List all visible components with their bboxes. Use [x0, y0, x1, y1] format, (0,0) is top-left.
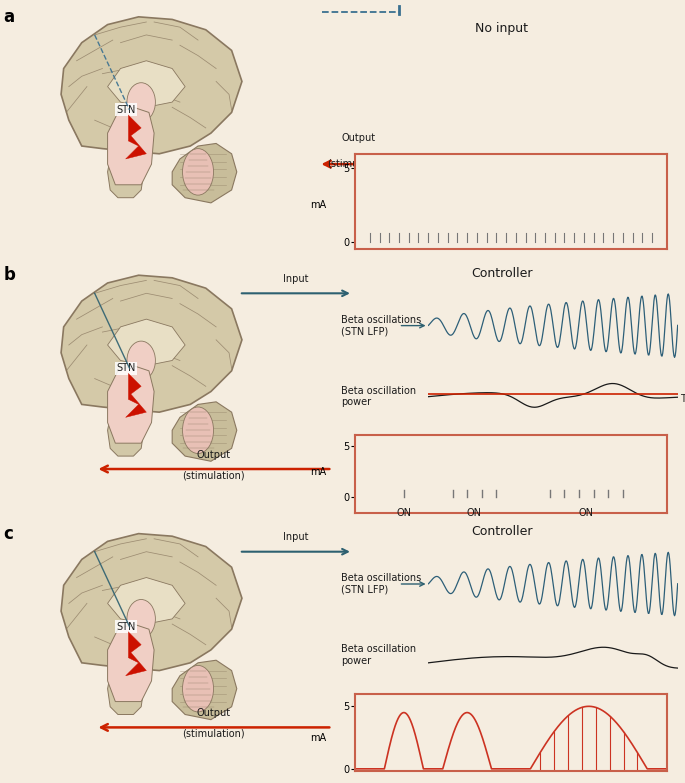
Text: Input: Input: [283, 274, 308, 284]
Text: mA: mA: [310, 200, 326, 211]
Ellipse shape: [182, 407, 214, 453]
Text: (stimulation): (stimulation): [327, 159, 390, 169]
Text: mA: mA: [310, 467, 326, 477]
Text: Output: Output: [197, 708, 231, 718]
PathPatch shape: [108, 319, 185, 366]
Text: Output: Output: [197, 449, 231, 460]
Text: ON: ON: [397, 507, 412, 518]
Text: b: b: [3, 266, 15, 284]
Text: Beta oscillation
power: Beta oscillation power: [341, 386, 416, 407]
PathPatch shape: [108, 578, 185, 624]
Polygon shape: [108, 366, 154, 443]
Polygon shape: [108, 644, 144, 714]
Ellipse shape: [182, 149, 214, 195]
Polygon shape: [108, 624, 154, 702]
Text: Beta oscillations
(STN LFP): Beta oscillations (STN LFP): [341, 573, 421, 595]
Text: (stimulation): (stimulation): [183, 729, 245, 739]
Text: c: c: [3, 525, 13, 543]
Polygon shape: [108, 107, 154, 185]
PathPatch shape: [61, 534, 242, 670]
Text: ON: ON: [579, 507, 594, 518]
Polygon shape: [108, 386, 144, 456]
Ellipse shape: [127, 341, 155, 380]
PathPatch shape: [172, 660, 237, 720]
Text: mA: mA: [310, 733, 326, 742]
Ellipse shape: [127, 600, 155, 638]
Text: Controller: Controller: [471, 525, 532, 538]
Text: STN: STN: [116, 105, 136, 115]
Text: No input: No input: [475, 22, 528, 35]
Text: Threshold: Threshold: [680, 395, 685, 404]
Polygon shape: [125, 115, 147, 159]
PathPatch shape: [61, 16, 242, 153]
Text: (stimulation): (stimulation): [183, 471, 245, 481]
Polygon shape: [125, 632, 147, 676]
Text: ON: ON: [467, 507, 482, 518]
PathPatch shape: [61, 275, 242, 412]
Text: Output: Output: [342, 133, 376, 143]
Text: Input: Input: [283, 532, 308, 543]
Ellipse shape: [182, 666, 214, 712]
Ellipse shape: [127, 83, 155, 121]
PathPatch shape: [172, 402, 237, 461]
PathPatch shape: [108, 61, 185, 107]
Text: a: a: [3, 8, 14, 26]
Text: Beta oscillation
power: Beta oscillation power: [341, 644, 416, 666]
Text: STN: STN: [116, 622, 136, 632]
Polygon shape: [125, 373, 147, 417]
Text: Controller: Controller: [471, 267, 532, 280]
PathPatch shape: [172, 143, 237, 203]
Text: STN: STN: [116, 363, 136, 373]
Polygon shape: [108, 128, 144, 197]
Text: Beta oscillations
(STN LFP): Beta oscillations (STN LFP): [341, 315, 421, 337]
